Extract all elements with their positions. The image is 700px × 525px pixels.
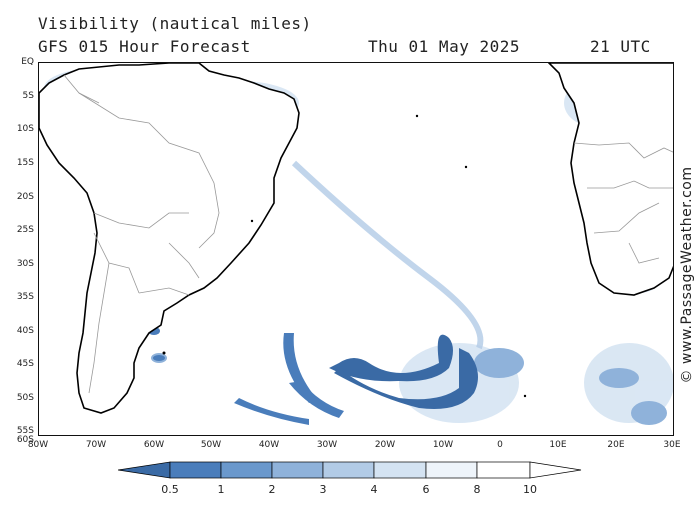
lat-label-25s: 25S <box>16 225 34 235</box>
visibility-map <box>38 62 674 436</box>
lat-label-50s: 50S <box>16 393 34 403</box>
lon-label-20e: 20E <box>607 440 625 450</box>
lat-label-60s: 60S <box>16 435 34 445</box>
forecast-date: Thu 01 May 2025 <box>368 37 520 56</box>
lon-label-60w: 60W <box>143 440 165 450</box>
legend-tick-4: 4 <box>370 483 378 496</box>
legend-tick-6: 6 <box>422 483 430 496</box>
lon-label-70w: 70W <box>85 440 107 450</box>
lat-label-15s: 15S <box>16 158 34 168</box>
legend-swatch-8 <box>529 461 582 479</box>
legend-tick-1: 1 <box>217 483 225 496</box>
forecast-time: 21 UTC <box>590 37 651 56</box>
south-america-coastline <box>39 63 300 414</box>
legend-tick-0-5: 0.5 <box>161 483 179 496</box>
lat-label-55s: 55S <box>16 426 34 436</box>
legend-tick-8: 8 <box>473 483 481 496</box>
islands <box>162 114 527 398</box>
lon-label-80w: 80W <box>27 440 49 450</box>
forecast-label: GFS 015 Hour Forecast <box>38 37 251 56</box>
credit-watermark: © www.PassageWeather.com <box>676 150 698 400</box>
legend-swatch-0 <box>118 461 171 479</box>
legend-colorbar <box>118 461 582 479</box>
legend-swatch-1 <box>169 461 222 479</box>
lon-label-10w: 10W <box>432 440 454 450</box>
low-visibility-core <box>329 334 453 382</box>
lon-label-30w: 30W <box>316 440 338 450</box>
map-canvas <box>39 63 673 425</box>
lat-label-eq: EQ <box>21 57 34 67</box>
lat-label-40s: 40S <box>16 326 34 336</box>
legend-swatch-5 <box>373 461 427 479</box>
lat-label-35s: 35S <box>16 292 34 302</box>
lon-label-10e: 10E <box>549 440 567 450</box>
lon-label-40w: 40W <box>258 440 280 450</box>
cloud-band <box>291 160 484 350</box>
africa-coastline <box>547 63 673 296</box>
lat-label-10s: 10S <box>16 124 34 134</box>
legend-tick-10: 10 <box>523 483 537 496</box>
country-borders <box>63 74 220 394</box>
lon-label-0: 0 <box>497 440 503 450</box>
chart-title: Visibility (nautical miles) <box>38 14 312 33</box>
legend-tick-2: 2 <box>268 483 276 496</box>
lat-label-5s: 5S <box>22 91 34 101</box>
legend-swatch-4 <box>322 461 375 479</box>
credit-text: © www.PassageWeather.com <box>679 166 695 384</box>
lon-label-50w: 50W <box>200 440 222 450</box>
legend-swatch-3 <box>271 461 324 479</box>
lon-label-20w: 20W <box>374 440 396 450</box>
lat-label-30s: 30S <box>16 259 34 269</box>
legend-swatch-2 <box>220 461 273 479</box>
legend-swatch-6 <box>425 461 478 479</box>
lat-label-20s: 20S <box>16 192 34 202</box>
lon-label-30e: 30E <box>663 440 681 450</box>
legend-tick-3: 3 <box>319 483 327 496</box>
legend-swatch-7 <box>476 461 531 479</box>
lat-label-45s: 45S <box>16 359 34 369</box>
